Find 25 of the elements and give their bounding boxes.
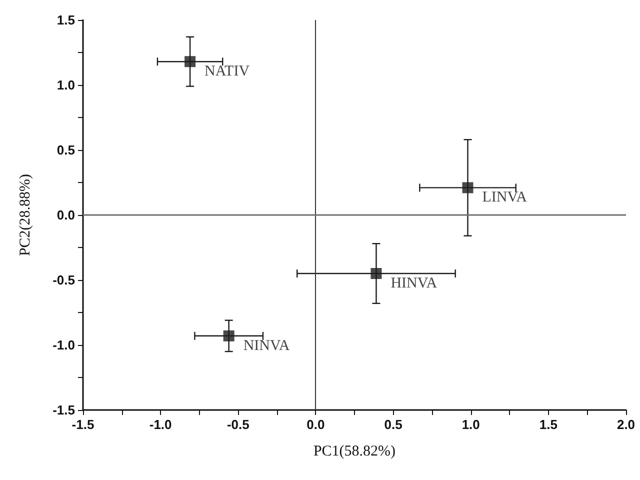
x-tick-label: 0.0 xyxy=(306,417,325,432)
x-tick-label: 2.0 xyxy=(616,417,636,432)
x-tick-label: -0.5 xyxy=(226,417,250,432)
series-label: NATIV xyxy=(204,64,250,80)
y-axis-title: PC2(28.88%) xyxy=(18,174,34,256)
y-tick-label: -1.0 xyxy=(52,338,75,352)
x-tick-label: 0.5 xyxy=(384,417,402,432)
y-tick-label: 0.5 xyxy=(56,142,75,158)
point xyxy=(370,268,382,279)
y-tick-label: 1.5 xyxy=(56,12,75,28)
point xyxy=(462,182,474,194)
x-tick-label: -1.5 xyxy=(72,417,94,432)
x-axis-title: PC1(58.82%) xyxy=(313,444,396,460)
x-tick-label: 1.0 xyxy=(462,417,480,432)
x-tick-label: -1.0 xyxy=(149,417,172,432)
series-label: LINVA xyxy=(482,190,528,206)
x-tick-label: 1.5 xyxy=(539,417,558,432)
point xyxy=(223,330,234,342)
y-tick-label: -1.5 xyxy=(52,402,75,418)
y-tick-label: -0.5 xyxy=(52,272,75,288)
point xyxy=(184,56,196,68)
series-label: HINVA xyxy=(390,276,438,292)
series-label: NINVA xyxy=(243,338,290,354)
y-tick-label: 0.0 xyxy=(56,208,75,222)
y-tick-label: 1.0 xyxy=(56,78,75,92)
